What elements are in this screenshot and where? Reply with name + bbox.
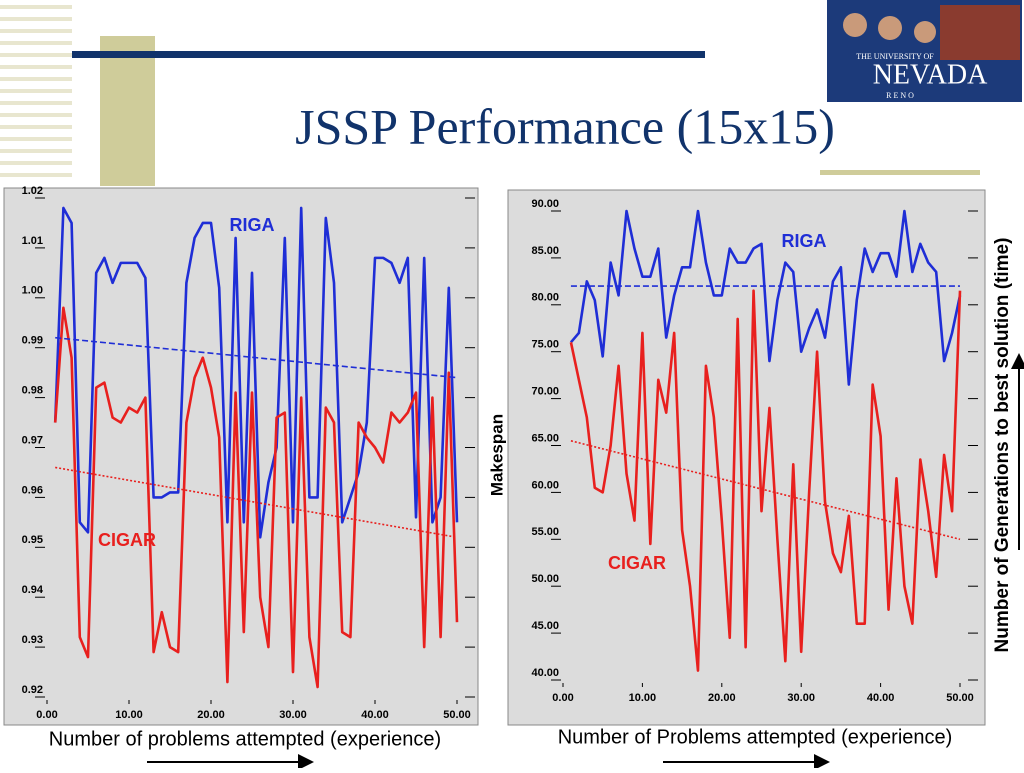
series-line xyxy=(53,306,459,689)
x-tick-label: 40.00 xyxy=(867,692,895,704)
x-axis-label: Number of problems attempted (experience… xyxy=(49,728,441,750)
trend-line xyxy=(55,336,458,379)
stripes xyxy=(0,5,72,177)
x-tick-label: 20.00 xyxy=(197,709,225,721)
y-tick-label: 1.02 xyxy=(22,185,43,197)
navy-bar xyxy=(72,51,705,58)
series-line xyxy=(569,209,962,386)
y-tick-label: 90.00 xyxy=(531,198,559,210)
y-tick-label: 0.98 xyxy=(22,385,43,397)
x-tick-label: 10.00 xyxy=(115,709,143,721)
y-tick-label: 0.94 xyxy=(22,584,44,596)
trend-line xyxy=(570,440,961,541)
y-tick-label: 65.00 xyxy=(531,432,559,444)
x-tick-label: 20.00 xyxy=(708,692,736,704)
logo: THE UNIVERSITY OF NEVADA R E N O xyxy=(827,0,1022,102)
x-tick-label: 50.00 xyxy=(946,692,974,704)
series-label: CIGAR xyxy=(608,553,666,573)
y-tick-label: 1.01 xyxy=(22,235,43,247)
y-tick-label: 0.95 xyxy=(22,534,43,546)
series-label: RIGA xyxy=(782,231,827,251)
x-tick-label: 50.00 xyxy=(443,709,471,721)
x-tick-label: 0.00 xyxy=(36,709,57,721)
y-tick-label: 85.00 xyxy=(531,245,559,257)
y-tick-label: 60.00 xyxy=(531,479,559,491)
series-line xyxy=(569,289,962,672)
y-tick-label: 0.99 xyxy=(22,335,43,347)
y-tick-label: 0.93 xyxy=(22,634,43,646)
x-tick-label: 40.00 xyxy=(361,709,389,721)
y-tick-label: 40.00 xyxy=(531,667,559,679)
y-tick-label: 75.00 xyxy=(531,339,559,351)
y-tick-label: 45.00 xyxy=(531,620,559,632)
y-tick-label: 70.00 xyxy=(531,386,559,398)
tan-line xyxy=(820,170,980,175)
logo-top: THE UNIVERSITY OF xyxy=(856,52,934,61)
x-tick-label: 30.00 xyxy=(279,709,307,721)
series-label: RIGA xyxy=(230,215,275,235)
x-tick-label: 0.00 xyxy=(552,692,573,704)
series-line xyxy=(53,206,459,539)
y-tick-label: 0.96 xyxy=(22,484,43,496)
y-tick-label: 1.00 xyxy=(22,285,43,297)
series-label: CIGAR xyxy=(98,530,156,550)
y-tick-label: 0.97 xyxy=(22,434,43,446)
x-axis-label: Number of Problems attempted (experience… xyxy=(558,726,953,748)
x-tick-label: 10.00 xyxy=(629,692,657,704)
y-tick-label: 80.00 xyxy=(531,292,559,304)
y-tick-label: 55.00 xyxy=(531,526,559,538)
tan-block xyxy=(100,36,155,186)
x-tick-label: 30.00 xyxy=(787,692,815,704)
y-axis-label: Makespan xyxy=(487,414,506,496)
slide-title: JSSP Performance (15x15) xyxy=(295,98,835,154)
logo-sub: R E N O xyxy=(886,91,914,100)
logo-name: NEVADA xyxy=(873,59,988,90)
y-tick-label: 50.00 xyxy=(531,573,559,585)
side-label: Number of Generations to best solution (… xyxy=(992,238,1013,653)
y-tick-label: 0.92 xyxy=(22,684,43,696)
